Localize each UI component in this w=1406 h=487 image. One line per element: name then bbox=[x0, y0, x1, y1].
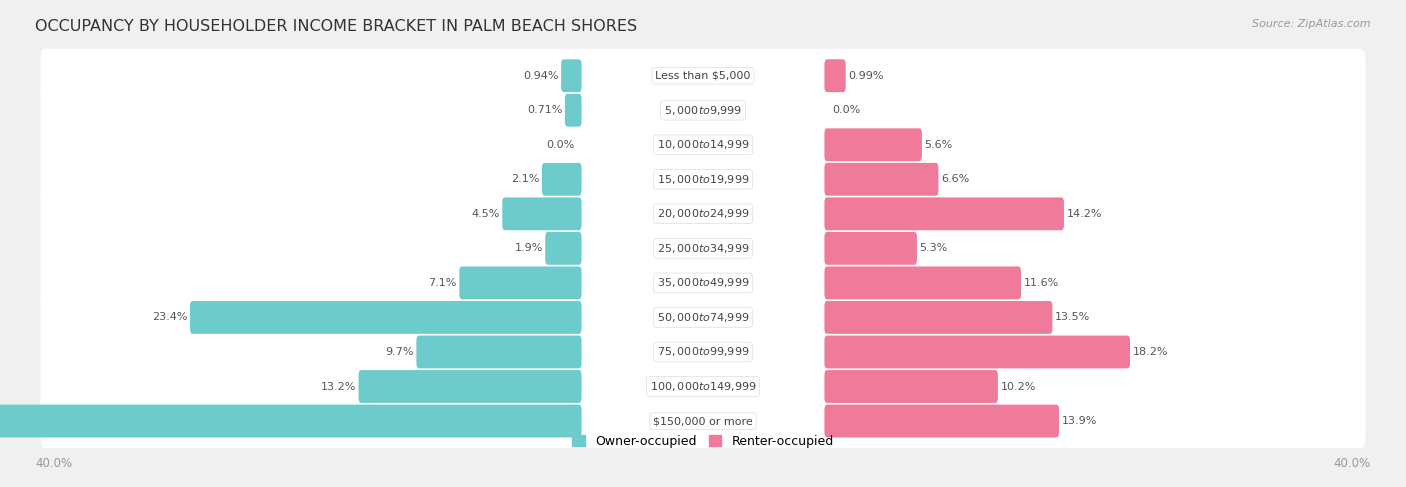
Text: $10,000 to $14,999: $10,000 to $14,999 bbox=[657, 138, 749, 151]
Text: $50,000 to $74,999: $50,000 to $74,999 bbox=[657, 311, 749, 324]
FancyBboxPatch shape bbox=[502, 197, 582, 230]
Text: 13.5%: 13.5% bbox=[1054, 313, 1090, 322]
FancyBboxPatch shape bbox=[41, 256, 1365, 310]
Text: $100,000 to $149,999: $100,000 to $149,999 bbox=[650, 380, 756, 393]
Text: $15,000 to $19,999: $15,000 to $19,999 bbox=[657, 173, 749, 186]
FancyBboxPatch shape bbox=[460, 266, 582, 300]
Text: $20,000 to $24,999: $20,000 to $24,999 bbox=[657, 207, 749, 220]
Text: 10.2%: 10.2% bbox=[1001, 381, 1036, 392]
FancyBboxPatch shape bbox=[824, 129, 922, 161]
Text: $5,000 to $9,999: $5,000 to $9,999 bbox=[664, 104, 742, 117]
FancyBboxPatch shape bbox=[41, 187, 1365, 241]
FancyBboxPatch shape bbox=[824, 59, 846, 92]
FancyBboxPatch shape bbox=[824, 370, 998, 403]
Text: 1.9%: 1.9% bbox=[515, 244, 543, 253]
Text: 13.2%: 13.2% bbox=[321, 381, 356, 392]
Text: 13.9%: 13.9% bbox=[1062, 416, 1097, 426]
FancyBboxPatch shape bbox=[416, 336, 582, 368]
Text: 5.3%: 5.3% bbox=[920, 244, 948, 253]
Text: 40.0%: 40.0% bbox=[1334, 457, 1371, 470]
Text: Less than $5,000: Less than $5,000 bbox=[655, 71, 751, 81]
FancyBboxPatch shape bbox=[41, 394, 1365, 448]
FancyBboxPatch shape bbox=[41, 222, 1365, 275]
Text: $150,000 or more: $150,000 or more bbox=[654, 416, 752, 426]
Text: 6.6%: 6.6% bbox=[941, 174, 969, 184]
FancyBboxPatch shape bbox=[41, 152, 1365, 206]
FancyBboxPatch shape bbox=[546, 232, 582, 265]
FancyBboxPatch shape bbox=[41, 359, 1365, 413]
Text: 7.1%: 7.1% bbox=[429, 278, 457, 288]
Text: 9.7%: 9.7% bbox=[385, 347, 413, 357]
FancyBboxPatch shape bbox=[541, 163, 582, 196]
Text: 2.1%: 2.1% bbox=[510, 174, 540, 184]
FancyBboxPatch shape bbox=[824, 266, 1021, 300]
Text: 0.71%: 0.71% bbox=[527, 105, 562, 115]
FancyBboxPatch shape bbox=[41, 291, 1365, 344]
Text: 18.2%: 18.2% bbox=[1133, 347, 1168, 357]
Text: OCCUPANCY BY HOUSEHOLDER INCOME BRACKET IN PALM BEACH SHORES: OCCUPANCY BY HOUSEHOLDER INCOME BRACKET … bbox=[35, 19, 637, 35]
Text: 0.94%: 0.94% bbox=[523, 71, 558, 81]
FancyBboxPatch shape bbox=[824, 405, 1059, 437]
Text: 0.99%: 0.99% bbox=[848, 71, 884, 81]
FancyBboxPatch shape bbox=[190, 301, 582, 334]
FancyBboxPatch shape bbox=[565, 94, 582, 127]
FancyBboxPatch shape bbox=[561, 59, 582, 92]
FancyBboxPatch shape bbox=[41, 118, 1365, 172]
Text: 40.0%: 40.0% bbox=[35, 457, 72, 470]
Legend: Owner-occupied, Renter-occupied: Owner-occupied, Renter-occupied bbox=[568, 430, 838, 453]
Text: 0.0%: 0.0% bbox=[832, 105, 860, 115]
FancyBboxPatch shape bbox=[41, 325, 1365, 379]
FancyBboxPatch shape bbox=[824, 232, 917, 265]
Text: $75,000 to $99,999: $75,000 to $99,999 bbox=[657, 345, 749, 358]
Text: 5.6%: 5.6% bbox=[924, 140, 953, 150]
Text: 0.0%: 0.0% bbox=[546, 140, 574, 150]
Text: $25,000 to $34,999: $25,000 to $34,999 bbox=[657, 242, 749, 255]
FancyBboxPatch shape bbox=[824, 336, 1130, 368]
Text: Source: ZipAtlas.com: Source: ZipAtlas.com bbox=[1253, 19, 1371, 30]
Text: 23.4%: 23.4% bbox=[152, 313, 187, 322]
FancyBboxPatch shape bbox=[824, 197, 1064, 230]
Text: 14.2%: 14.2% bbox=[1066, 209, 1102, 219]
FancyBboxPatch shape bbox=[41, 83, 1365, 137]
FancyBboxPatch shape bbox=[824, 163, 938, 196]
FancyBboxPatch shape bbox=[359, 370, 582, 403]
FancyBboxPatch shape bbox=[0, 405, 582, 437]
Text: 4.5%: 4.5% bbox=[471, 209, 499, 219]
FancyBboxPatch shape bbox=[824, 301, 1053, 334]
FancyBboxPatch shape bbox=[41, 49, 1365, 103]
Text: 11.6%: 11.6% bbox=[1024, 278, 1059, 288]
Text: $35,000 to $49,999: $35,000 to $49,999 bbox=[657, 277, 749, 289]
